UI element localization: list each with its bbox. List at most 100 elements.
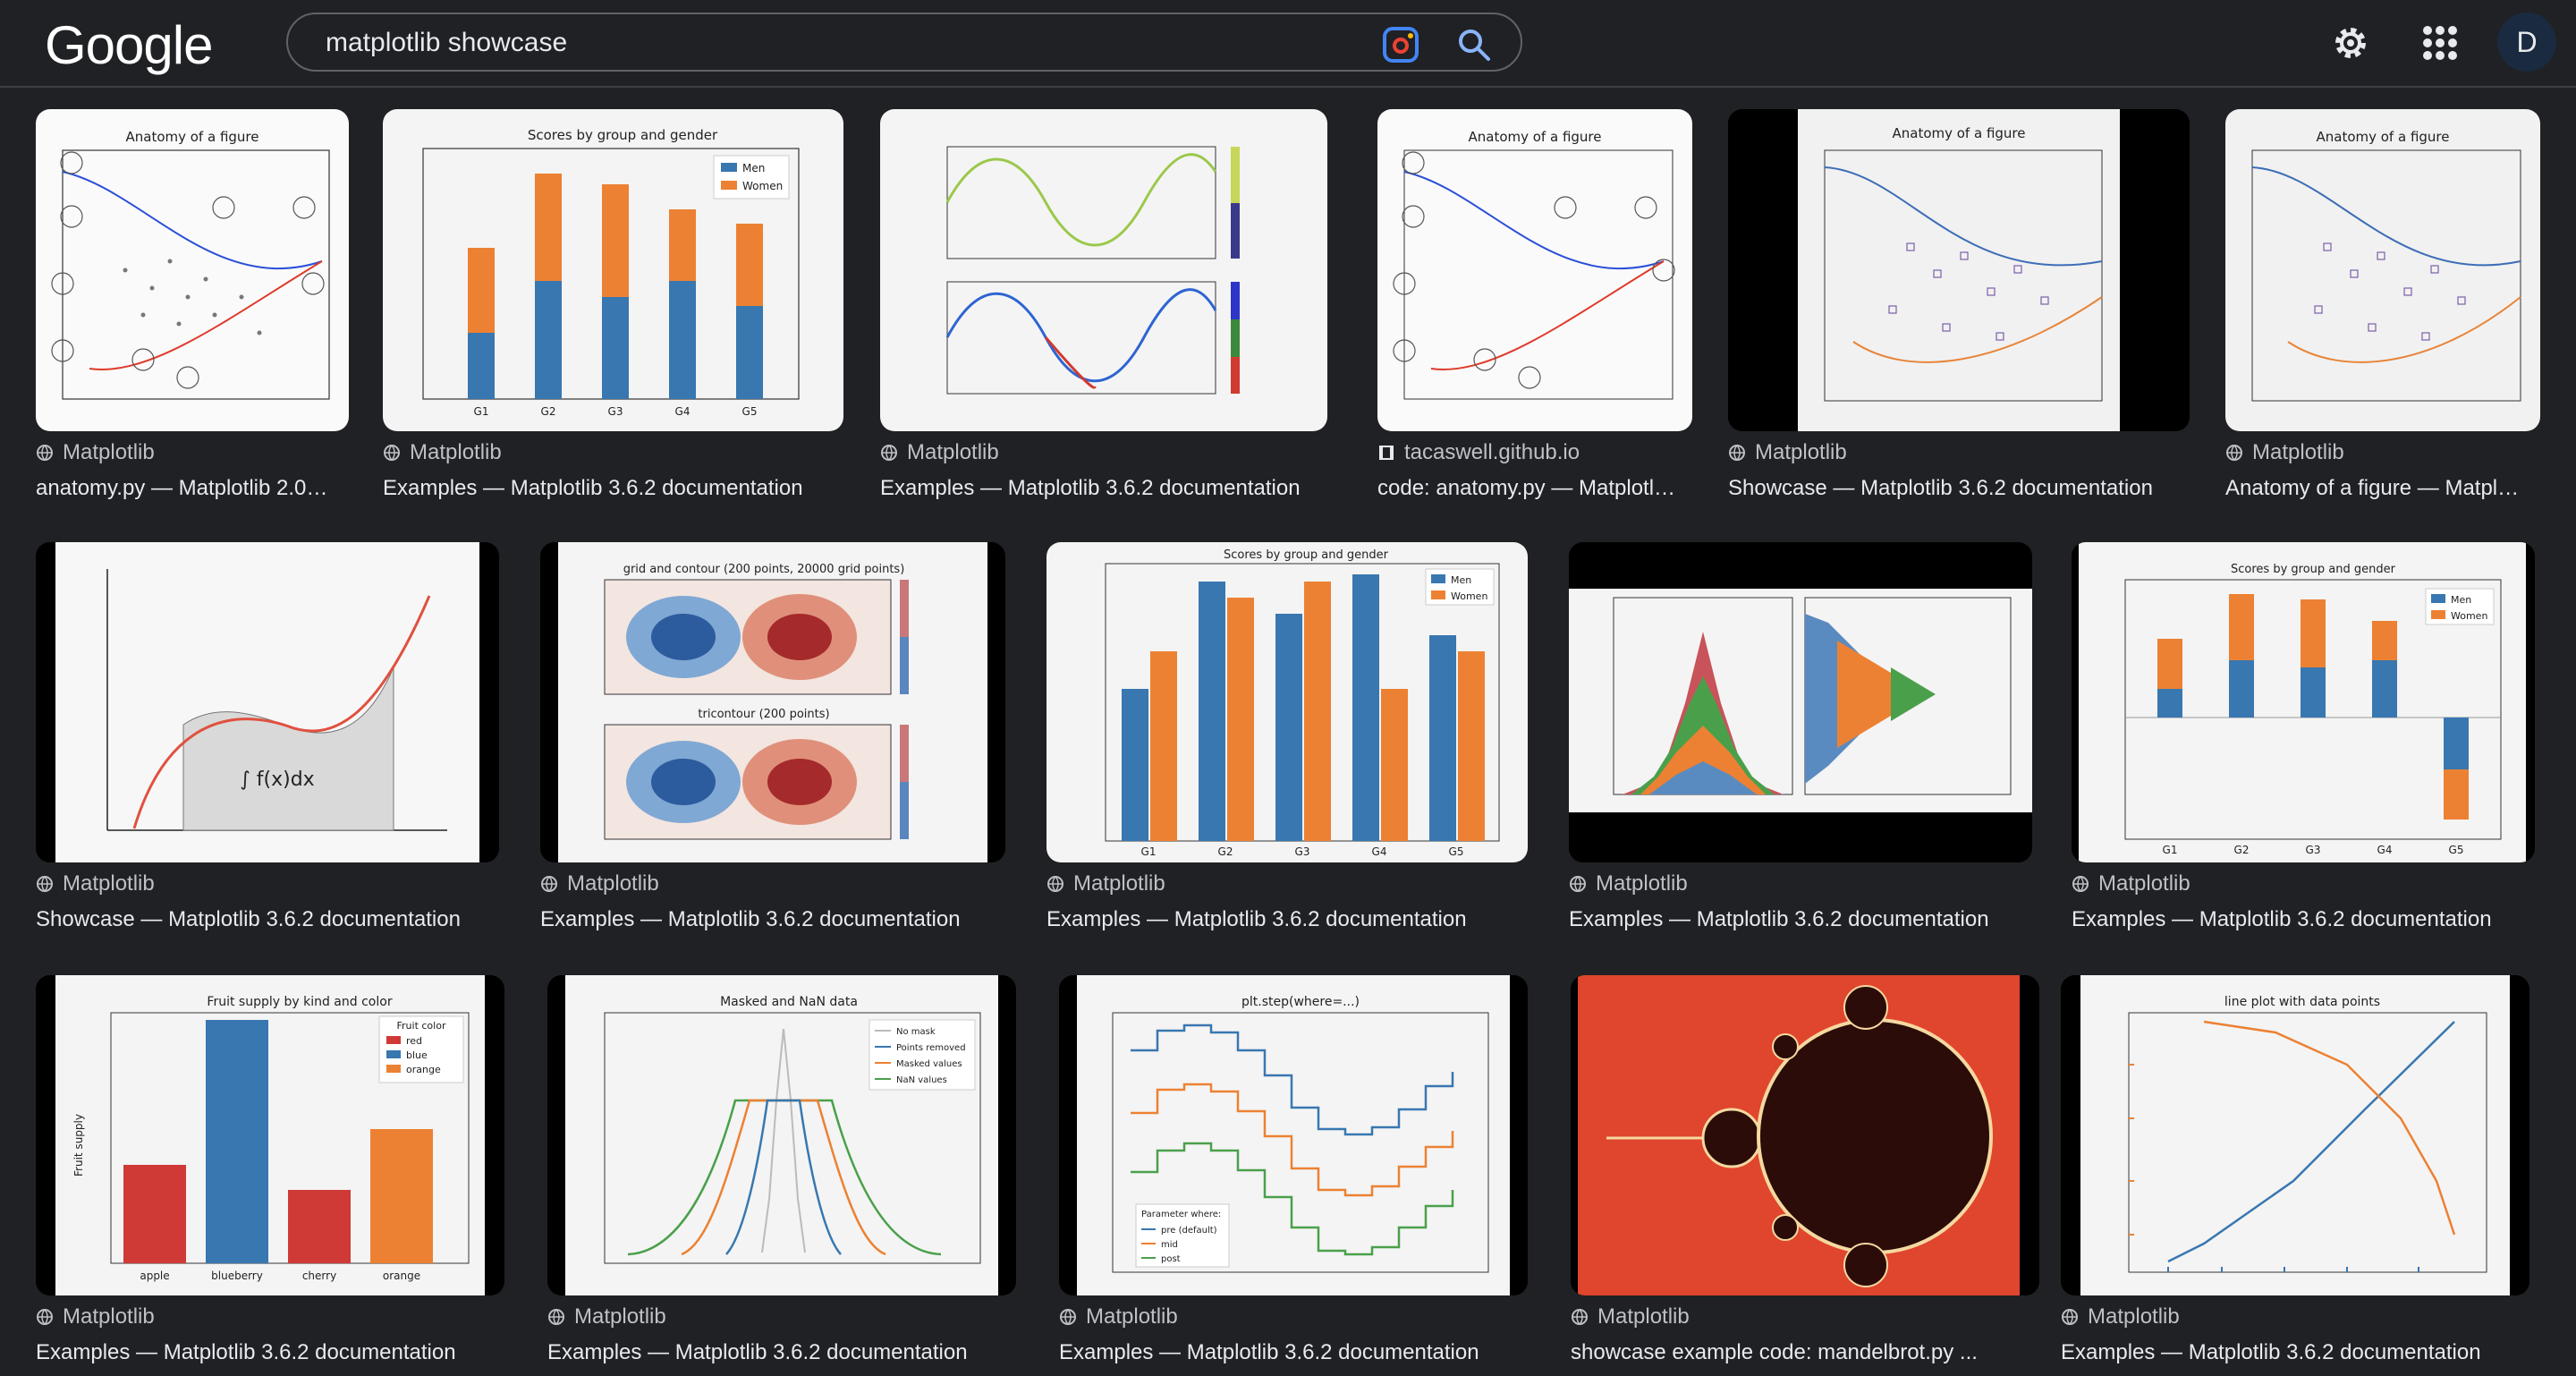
result-source[interactable]: Matplotlib bbox=[36, 440, 155, 471]
result-source[interactable]: Matplotlib bbox=[540, 871, 659, 902]
svg-text:G5: G5 bbox=[2449, 844, 2464, 856]
globe-icon bbox=[37, 1309, 53, 1325]
thumb-title: Scores by group and gender bbox=[1224, 548, 1389, 562]
result-title[interactable]: code: anatomy.py — Matplotl… bbox=[1377, 476, 1676, 500]
result-source[interactable]: Matplotlib bbox=[1728, 440, 1847, 471]
result-title[interactable]: Examples — Matplotlib 3.6.2 documentatio… bbox=[383, 476, 803, 500]
result-thumbnail[interactable]: Masked and NaN data No mask Points remov… bbox=[547, 975, 1016, 1295]
result-source[interactable]: Matplotlib bbox=[1569, 871, 1688, 902]
svg-text:G2: G2 bbox=[2234, 844, 2250, 856]
image-result-card[interactable]: Scores by group and gender Men Women G1 G… bbox=[1046, 542, 1528, 945]
search-box[interactable] bbox=[286, 13, 1522, 72]
svg-text:G1: G1 bbox=[1141, 845, 1157, 858]
google-lens-icon[interactable] bbox=[1381, 25, 1420, 64]
result-source[interactable]: Matplotlib bbox=[36, 1304, 155, 1335]
result-title[interactable]: Examples — Matplotlib 3.6.2 documentatio… bbox=[2072, 907, 2492, 931]
result-title[interactable]: Anatomy of a figure — Matpl… bbox=[2225, 476, 2520, 500]
result-title[interactable]: Examples — Matplotlib 3.6.2 documentatio… bbox=[2061, 1340, 2481, 1364]
result-title[interactable]: Examples — Matplotlib 3.6.2 documentatio… bbox=[1059, 1340, 1479, 1364]
result-source[interactable]: tacaswell.github.io bbox=[1377, 440, 1580, 471]
globe-icon bbox=[541, 876, 557, 892]
svg-text:mid: mid bbox=[1161, 1240, 1178, 1250]
result-source[interactable]: Matplotlib bbox=[1046, 871, 1165, 902]
result-thumbnail[interactable]: Anatomy of a figure bbox=[36, 109, 349, 431]
result-source[interactable]: Matplotlib bbox=[880, 440, 999, 471]
search-input[interactable] bbox=[324, 25, 1293, 61]
image-result-card[interactable]: Matplotlib Examples — Matplotlib 3.6.2 d… bbox=[1569, 542, 2032, 945]
result-title[interactable]: Showcase — Matplotlib 3.6.2 documentatio… bbox=[1728, 476, 2153, 500]
result-thumbnail[interactable]: line plot with data points bbox=[2061, 975, 2529, 1295]
globe-icon bbox=[1047, 876, 1063, 892]
result-title[interactable]: Examples — Matplotlib 3.6.2 documentatio… bbox=[1046, 907, 1467, 931]
image-result-card[interactable]: Anatomy of a figure Matplotlib Anatomy o… bbox=[2225, 109, 2540, 512]
svg-text:NaN values: NaN values bbox=[896, 1075, 947, 1085]
svg-text:Women: Women bbox=[2451, 610, 2487, 622]
account-avatar[interactable]: D bbox=[2497, 13, 2556, 72]
image-result-card[interactable]: Anatomy of a figure tacaswell.github.io … bbox=[1377, 109, 1692, 512]
result-source[interactable]: Matplotlib bbox=[1571, 1304, 1690, 1335]
svg-text:cherry: cherry bbox=[302, 1270, 336, 1282]
svg-text:G2: G2 bbox=[541, 405, 556, 418]
result-title[interactable]: Examples — Matplotlib 3.6.2 documentatio… bbox=[880, 476, 1301, 500]
result-title[interactable]: Examples — Matplotlib 3.6.2 documentatio… bbox=[36, 1340, 456, 1364]
result-title[interactable]: anatomy.py — Matplotlib 2.0… bbox=[36, 476, 328, 500]
image-result-card[interactable]: grid and contour (200 points, 20000 grid… bbox=[540, 542, 1005, 945]
image-result-card[interactable]: Scores by group and gender Men Women G1 G… bbox=[2072, 542, 2535, 945]
image-result-card[interactable]: Anatomy of a figure Matplotlib anatomy.p… bbox=[36, 109, 349, 512]
svg-text:G2: G2 bbox=[1218, 845, 1233, 858]
result-thumbnail[interactable]: Anatomy of a figure bbox=[1377, 109, 1692, 431]
thumb-title: Anatomy of a figure bbox=[1468, 129, 1601, 145]
image-result-card[interactable]: plt.step(where=...) Parameter where: pre… bbox=[1059, 975, 1528, 1376]
google-logo[interactable]: Google bbox=[45, 15, 213, 75]
svg-text:G4: G4 bbox=[1372, 845, 1387, 858]
integral-label: ∫ f(x)dx bbox=[240, 769, 314, 791]
image-result-card[interactable]: ∫ f(x)dx Matplotlib Showcase — Matplotli… bbox=[36, 542, 499, 945]
image-result-card[interactable]: line plot with data points Matplotlib Ex… bbox=[2061, 975, 2529, 1376]
image-result-card[interactable]: Scores by group and gender Men Women G1 G… bbox=[383, 109, 843, 512]
search-icon[interactable] bbox=[1454, 25, 1494, 64]
result-thumbnail[interactable]: ∫ f(x)dx bbox=[36, 542, 499, 862]
image-result-card[interactable]: Matplotlib showcase example code: mandel… bbox=[1571, 975, 2039, 1376]
result-title[interactable]: showcase example code: mandelbrot.py ... bbox=[1571, 1340, 1978, 1364]
result-thumbnail[interactable]: Fruit supply by kind and color Fruit sup… bbox=[36, 975, 504, 1295]
result-source[interactable]: Matplotlib bbox=[2072, 871, 2190, 902]
image-result-card[interactable]: Matplotlib Examples — Matplotlib 3.6.2 d… bbox=[880, 109, 1327, 512]
result-thumbnail[interactable] bbox=[1571, 975, 2039, 1295]
svg-text:red: red bbox=[406, 1035, 422, 1047]
result-thumbnail[interactable] bbox=[1569, 542, 2032, 862]
result-thumbnail[interactable]: plt.step(where=...) Parameter where: pre… bbox=[1059, 975, 1528, 1295]
result-source[interactable]: Matplotlib bbox=[1059, 1304, 1178, 1335]
result-source[interactable]: Matplotlib bbox=[2225, 440, 2344, 471]
result-thumbnail[interactable]: Anatomy of a figure bbox=[1728, 109, 2190, 431]
apps-grid-icon[interactable] bbox=[2417, 20, 2463, 66]
result-thumbnail[interactable]: Scores by group and gender Men Women G1 G… bbox=[2072, 542, 2535, 862]
svg-text:G5: G5 bbox=[1449, 845, 1464, 858]
svg-text:apple: apple bbox=[140, 1270, 169, 1282]
result-source[interactable]: Matplotlib bbox=[36, 871, 155, 902]
result-title[interactable]: Examples — Matplotlib 3.6.2 documentatio… bbox=[547, 1340, 968, 1364]
thumb-title: line plot with data points bbox=[2224, 995, 2380, 1009]
svg-text:G3: G3 bbox=[1295, 845, 1310, 858]
svg-text:Women: Women bbox=[1451, 590, 1487, 602]
result-source[interactable]: Matplotlib bbox=[383, 440, 502, 471]
result-thumbnail[interactable]: Scores by group and gender Men Women G1 G… bbox=[383, 109, 843, 431]
globe-icon bbox=[37, 445, 53, 461]
thumb-title: Anatomy of a figure bbox=[1892, 125, 2025, 141]
settings-gear-icon[interactable] bbox=[2327, 20, 2374, 66]
result-thumbnail[interactable]: grid and contour (200 points, 20000 grid… bbox=[540, 542, 1005, 862]
svg-text:orange: orange bbox=[406, 1064, 441, 1075]
site-favicon-icon bbox=[1379, 446, 1394, 460]
result-thumbnail[interactable] bbox=[880, 109, 1327, 431]
globe-icon bbox=[1060, 1309, 1076, 1325]
result-title[interactable]: Examples — Matplotlib 3.6.2 documentatio… bbox=[540, 907, 961, 931]
image-result-card[interactable]: Anatomy of a figure Matplotlib Showcase … bbox=[1728, 109, 2190, 512]
result-thumbnail[interactable]: Scores by group and gender Men Women G1 G… bbox=[1046, 542, 1528, 862]
result-source[interactable]: Matplotlib bbox=[2061, 1304, 2180, 1335]
result-thumbnail[interactable]: Anatomy of a figure bbox=[2225, 109, 2540, 431]
svg-text:No mask: No mask bbox=[896, 1027, 936, 1037]
result-title[interactable]: Examples — Matplotlib 3.6.2 documentatio… bbox=[1569, 907, 1989, 931]
image-result-card[interactable]: Masked and NaN data No mask Points remov… bbox=[547, 975, 1016, 1376]
result-title[interactable]: Showcase — Matplotlib 3.6.2 documentatio… bbox=[36, 907, 461, 931]
result-source[interactable]: Matplotlib bbox=[547, 1304, 666, 1335]
image-result-card[interactable]: Fruit supply by kind and color Fruit sup… bbox=[36, 975, 504, 1376]
